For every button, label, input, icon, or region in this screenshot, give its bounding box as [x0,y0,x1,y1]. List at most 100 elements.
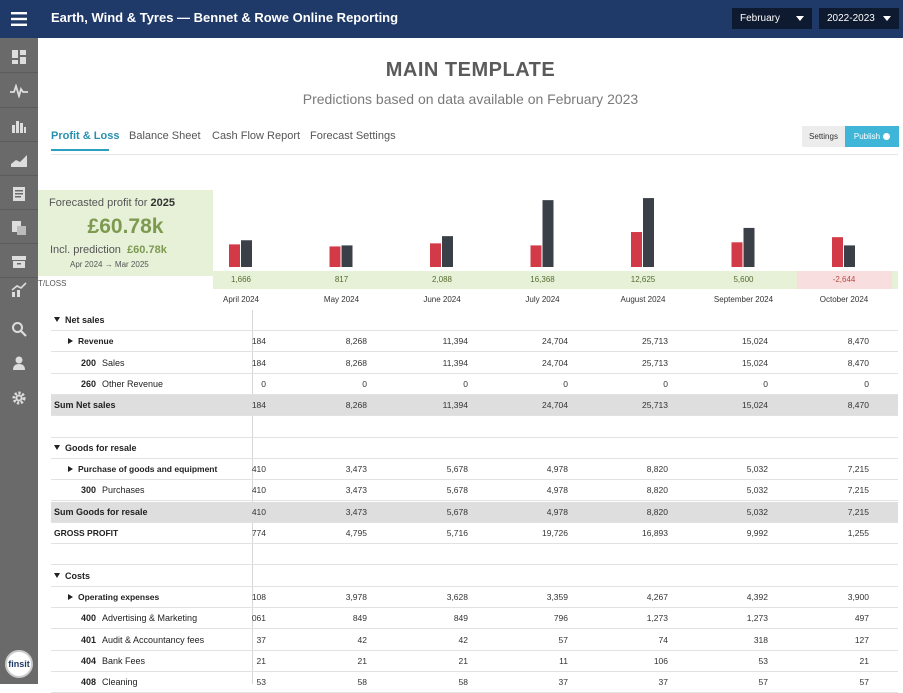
kpi-label: Forecasted profit for 2025 [49,197,175,209]
month-header: October 2024 [819,295,869,304]
table-cell: 1,273 [746,613,768,624]
table-row[interactable]: Operating expenses 108 3,978 3,628 3,359 4,26… [51,587,898,608]
table-cell: 37 [558,677,568,688]
table-cell: 21 [256,655,266,666]
table-cell: 318 [753,634,768,645]
active-tab-indicator [51,149,109,151]
tab-profit-loss[interactable]: Profit & Loss [51,130,120,142]
archive-icon[interactable] [9,252,29,272]
table-cell: 15,024 [742,336,768,347]
account-code: 200 [81,357,97,368]
tab-cash-flow-report[interactable]: Cash Flow Report [212,130,301,142]
column-divider [252,310,253,684]
table-cell: 1,273 [646,613,668,624]
kpi-year: 2025 [150,197,175,209]
table-row[interactable]: Costs [51,566,898,587]
table-cell: 8,820 [646,485,668,496]
table-row: 200 Sales 184 8,268 11,394 24,704 25,713 15,024… [51,353,898,374]
table-cell: 11,394 [442,336,468,347]
table-cell: 849 [453,613,468,624]
table-cell: 7,215 [847,485,869,496]
year-select[interactable]: 2022-2023 [819,8,899,29]
search-icon[interactable] [9,319,29,339]
tabs-divider [51,154,898,155]
tab-forecast-settings[interactable]: Forecast Settings [310,130,396,142]
document-icon[interactable] [9,184,29,204]
table-cell: 25,713 [642,336,668,347]
table-cell: 0 [362,378,367,389]
table-cell: 184 [251,400,266,411]
caret-down-icon[interactable] [54,572,60,578]
month-header: August 2024 [620,295,666,304]
table-row[interactable]: Goods for resale [51,438,898,459]
table-cell: 7,215 [847,506,869,517]
caret-right-icon[interactable] [68,338,73,345]
table-cell: 37 [256,634,266,645]
chart-value-label: 12,625 [630,275,656,284]
table-cell: 4,267 [646,591,668,602]
table-cell: 0 [563,378,568,389]
row-label: Costs [54,566,90,587]
account-code: 260 [81,378,97,389]
finsit-logo[interactable]: finsit [5,650,33,678]
table-cell: 25,713 [642,400,668,411]
table-cell: 3,473 [345,506,367,517]
row-label: 260 Other Revenue [81,378,164,389]
chevron-down-icon [796,16,804,21]
table-row[interactable]: Net sales [51,310,898,331]
table-cell: 57 [859,677,869,688]
user-icon[interactable] [9,353,29,373]
chart-bar-forecast [341,245,353,267]
table-row: 260 Other Revenue 0 0 0 0 0 0 0 [51,374,898,395]
table-cell: 53 [256,677,266,688]
caret-right-icon[interactable] [68,466,73,473]
table-cell: 5,032 [746,506,768,517]
chart-value-label: -2,644 [796,271,892,289]
table-cell: 16,893 [642,528,668,538]
table-cell: 184 [251,357,266,368]
table-row: GROSS PROFIT 774 4,795 5,716 19,726 16,893 9,9… [51,523,898,544]
info-icon [883,133,891,140]
row-label: Purchase of goods and equipment [68,459,217,480]
row-label: 200 Sales [81,357,125,368]
dashboard-icon[interactable] [9,47,29,67]
caret-down-icon[interactable] [54,444,60,450]
pulse-icon[interactable] [9,81,29,101]
kpi-prediction-value: £60.78k [127,244,167,256]
trend-icon[interactable] [9,280,29,300]
table-cell: 5,032 [746,485,768,496]
table-cell: 0 [261,378,266,389]
table-row: Sum Net sales 184 8,268 11,394 24,704 25,713 1… [51,395,898,417]
reports-icon[interactable] [9,218,29,238]
caret-down-icon[interactable] [54,317,60,322]
chart-bar-forecast [643,198,654,267]
row-label: GROSS PROFIT [54,528,119,538]
account-code: 401 [81,634,97,645]
month-select[interactable]: February [732,8,812,29]
table-cell: 0 [763,378,768,389]
gear-icon[interactable] [9,388,29,408]
table-row [51,417,898,438]
table-cell: 8,470 [847,357,869,368]
row-label: 408 Cleaning [81,677,138,688]
publish-button[interactable]: Publish [845,126,899,147]
table-row[interactable]: Purchase of goods and equipment 410 3,473 5… [51,459,898,481]
forecast-kpi-card: Forecasted profit for 2025 £60.78k Incl.… [38,190,213,276]
row-label: 404 Bank Fees [81,655,146,666]
chart-bar-previous [329,246,341,267]
bar-chart-icon[interactable] [9,116,29,136]
chart-bar-previous [832,237,843,267]
table-cell: 3,978 [345,591,367,602]
table-row: 404 Bank Fees 21 21 21 11 106 53 21 [51,651,898,672]
chart-bar-previous [229,244,240,267]
table-row: 400 Advertising & Marketing 061 849 849 796 1,… [51,608,898,630]
tab-balance-sheet[interactable]: Balance Sheet [129,130,201,142]
kpi-date-range: Apr 2024 → Mar 2025 [70,260,149,269]
menu-icon[interactable] [0,0,38,38]
table-row[interactable]: Revenue 184 8,268 11,394 24,704 25,713 15,024 8… [51,331,898,353]
table-cell: 796 [553,613,568,624]
area-chart-icon[interactable] [9,150,29,170]
caret-right-icon[interactable] [68,593,73,600]
table-cell: 5,678 [446,506,468,517]
settings-button[interactable]: Settings [802,126,845,147]
